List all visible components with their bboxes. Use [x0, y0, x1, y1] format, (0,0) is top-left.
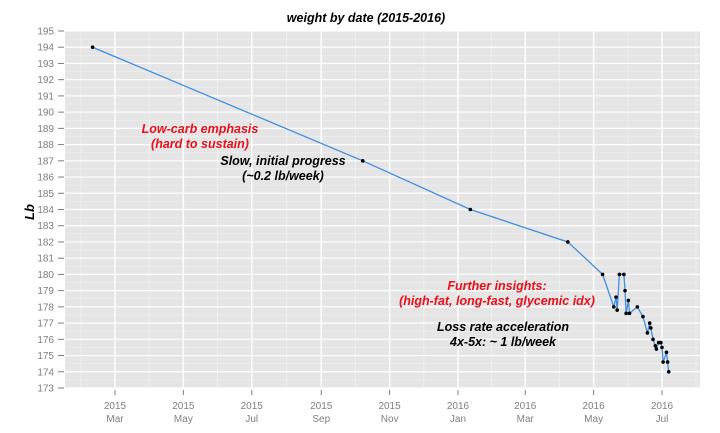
y-tick-label: 191	[37, 91, 54, 102]
x-axis: 2015 Mar 2015 May 2015 Jul 2015 Sep 2015 Nov 2016 J…	[104, 390, 674, 425]
x-tick-month: Jul	[245, 414, 258, 425]
x-tick-year: 2016	[514, 401, 537, 412]
x-tick-year: 2016	[583, 401, 606, 412]
y-tick-label: 184	[37, 205, 54, 216]
y-tick-label: 195	[37, 27, 54, 38]
x-tick-month: Mar	[517, 414, 535, 425]
y-tick-label: 173	[37, 384, 54, 395]
annotation-text: Loss rate acceleration	[437, 320, 569, 334]
data-point	[627, 311, 632, 316]
data-point	[615, 308, 619, 312]
data-point	[647, 321, 652, 325]
x-tick-month: May	[584, 414, 603, 425]
data-point	[660, 345, 664, 350]
annotation-text: (high-fat, long-fast, glycemic idx)	[399, 294, 595, 308]
x-tick-month: Sep	[312, 414, 330, 425]
data-point	[360, 159, 365, 163]
data-point	[468, 207, 473, 212]
y-axis-label: Lb	[22, 204, 37, 220]
data-point	[626, 298, 631, 303]
annotation-text: (hard to sustain)	[151, 137, 249, 151]
y-tick-label: 194	[37, 43, 54, 54]
data-point	[617, 272, 622, 277]
data-point	[635, 305, 640, 309]
data-point	[622, 272, 626, 277]
y-tick-label: 178	[37, 302, 54, 313]
data-point	[90, 45, 95, 50]
data-point	[600, 272, 605, 277]
x-tick-month: Jan	[450, 414, 466, 425]
y-tick-label: 189	[37, 124, 54, 135]
y-tick-label: 174	[37, 367, 54, 378]
y-tick-label: 177	[37, 319, 54, 330]
y-tick-label: 176	[37, 335, 54, 346]
y-tick-label: 193	[37, 59, 54, 70]
data-point	[612, 305, 616, 309]
grid	[65, 30, 700, 389]
y-axis: 173 174 175 176 177 178 179 180 181 182 183 184 185 1…	[37, 27, 64, 395]
x-tick-month: Mar	[106, 414, 124, 425]
data-point	[566, 240, 570, 244]
x-tick-month: Jul	[656, 414, 669, 425]
x-tick-month: Nov	[381, 414, 399, 425]
data-point	[666, 369, 671, 374]
annotation-text: Further insights:	[447, 279, 546, 293]
data-point	[645, 331, 650, 335]
chart-title: weight by date (2015-2016)	[287, 11, 445, 25]
y-tick-label: 180	[37, 270, 54, 281]
annotations: Low-carb emphasis(hard to sustain) Slow, …	[142, 122, 595, 349]
annotation-text: 4x-5x: ~ 1 lb/week	[449, 335, 557, 349]
x-tick-year: 2015	[172, 401, 195, 412]
y-tick-label: 185	[37, 189, 54, 200]
data-point	[623, 288, 627, 293]
data-point	[664, 350, 669, 355]
y-tick-label: 183	[37, 221, 54, 232]
y-tick-label: 179	[37, 286, 54, 297]
data-point	[648, 326, 653, 330]
x-tick-year: 2015	[104, 401, 127, 412]
y-tick-label: 190	[37, 108, 54, 119]
y-tick-label: 175	[37, 351, 54, 362]
annotation-text: (~0.2 lb/week)	[242, 169, 324, 183]
data-point	[665, 360, 670, 364]
data-point	[661, 360, 665, 364]
data-point	[659, 340, 663, 345]
x-tick-year: 2015	[241, 401, 264, 412]
data-point	[654, 347, 659, 351]
x-tick-year: 2015	[378, 401, 401, 412]
data-point	[614, 295, 618, 299]
x-tick-year: 2015	[310, 401, 333, 412]
annotation-text: Low-carb emphasis	[142, 122, 259, 136]
x-tick-year: 2016	[447, 401, 470, 412]
series	[90, 45, 671, 374]
data-point	[641, 314, 645, 319]
data-point	[653, 344, 658, 348]
annotation-text: Slow, initial progress	[220, 154, 345, 168]
y-tick-label: 182	[37, 237, 54, 248]
data-point	[651, 337, 655, 342]
y-tick-label: 188	[37, 140, 54, 151]
x-tick-month: May	[174, 414, 193, 425]
x-tick-year: 2016	[651, 401, 674, 412]
y-tick-label: 181	[37, 254, 54, 265]
y-tick-label: 186	[37, 173, 54, 184]
y-tick-label: 187	[37, 156, 54, 167]
data-point	[624, 311, 628, 316]
y-tick-label: 192	[37, 75, 54, 86]
